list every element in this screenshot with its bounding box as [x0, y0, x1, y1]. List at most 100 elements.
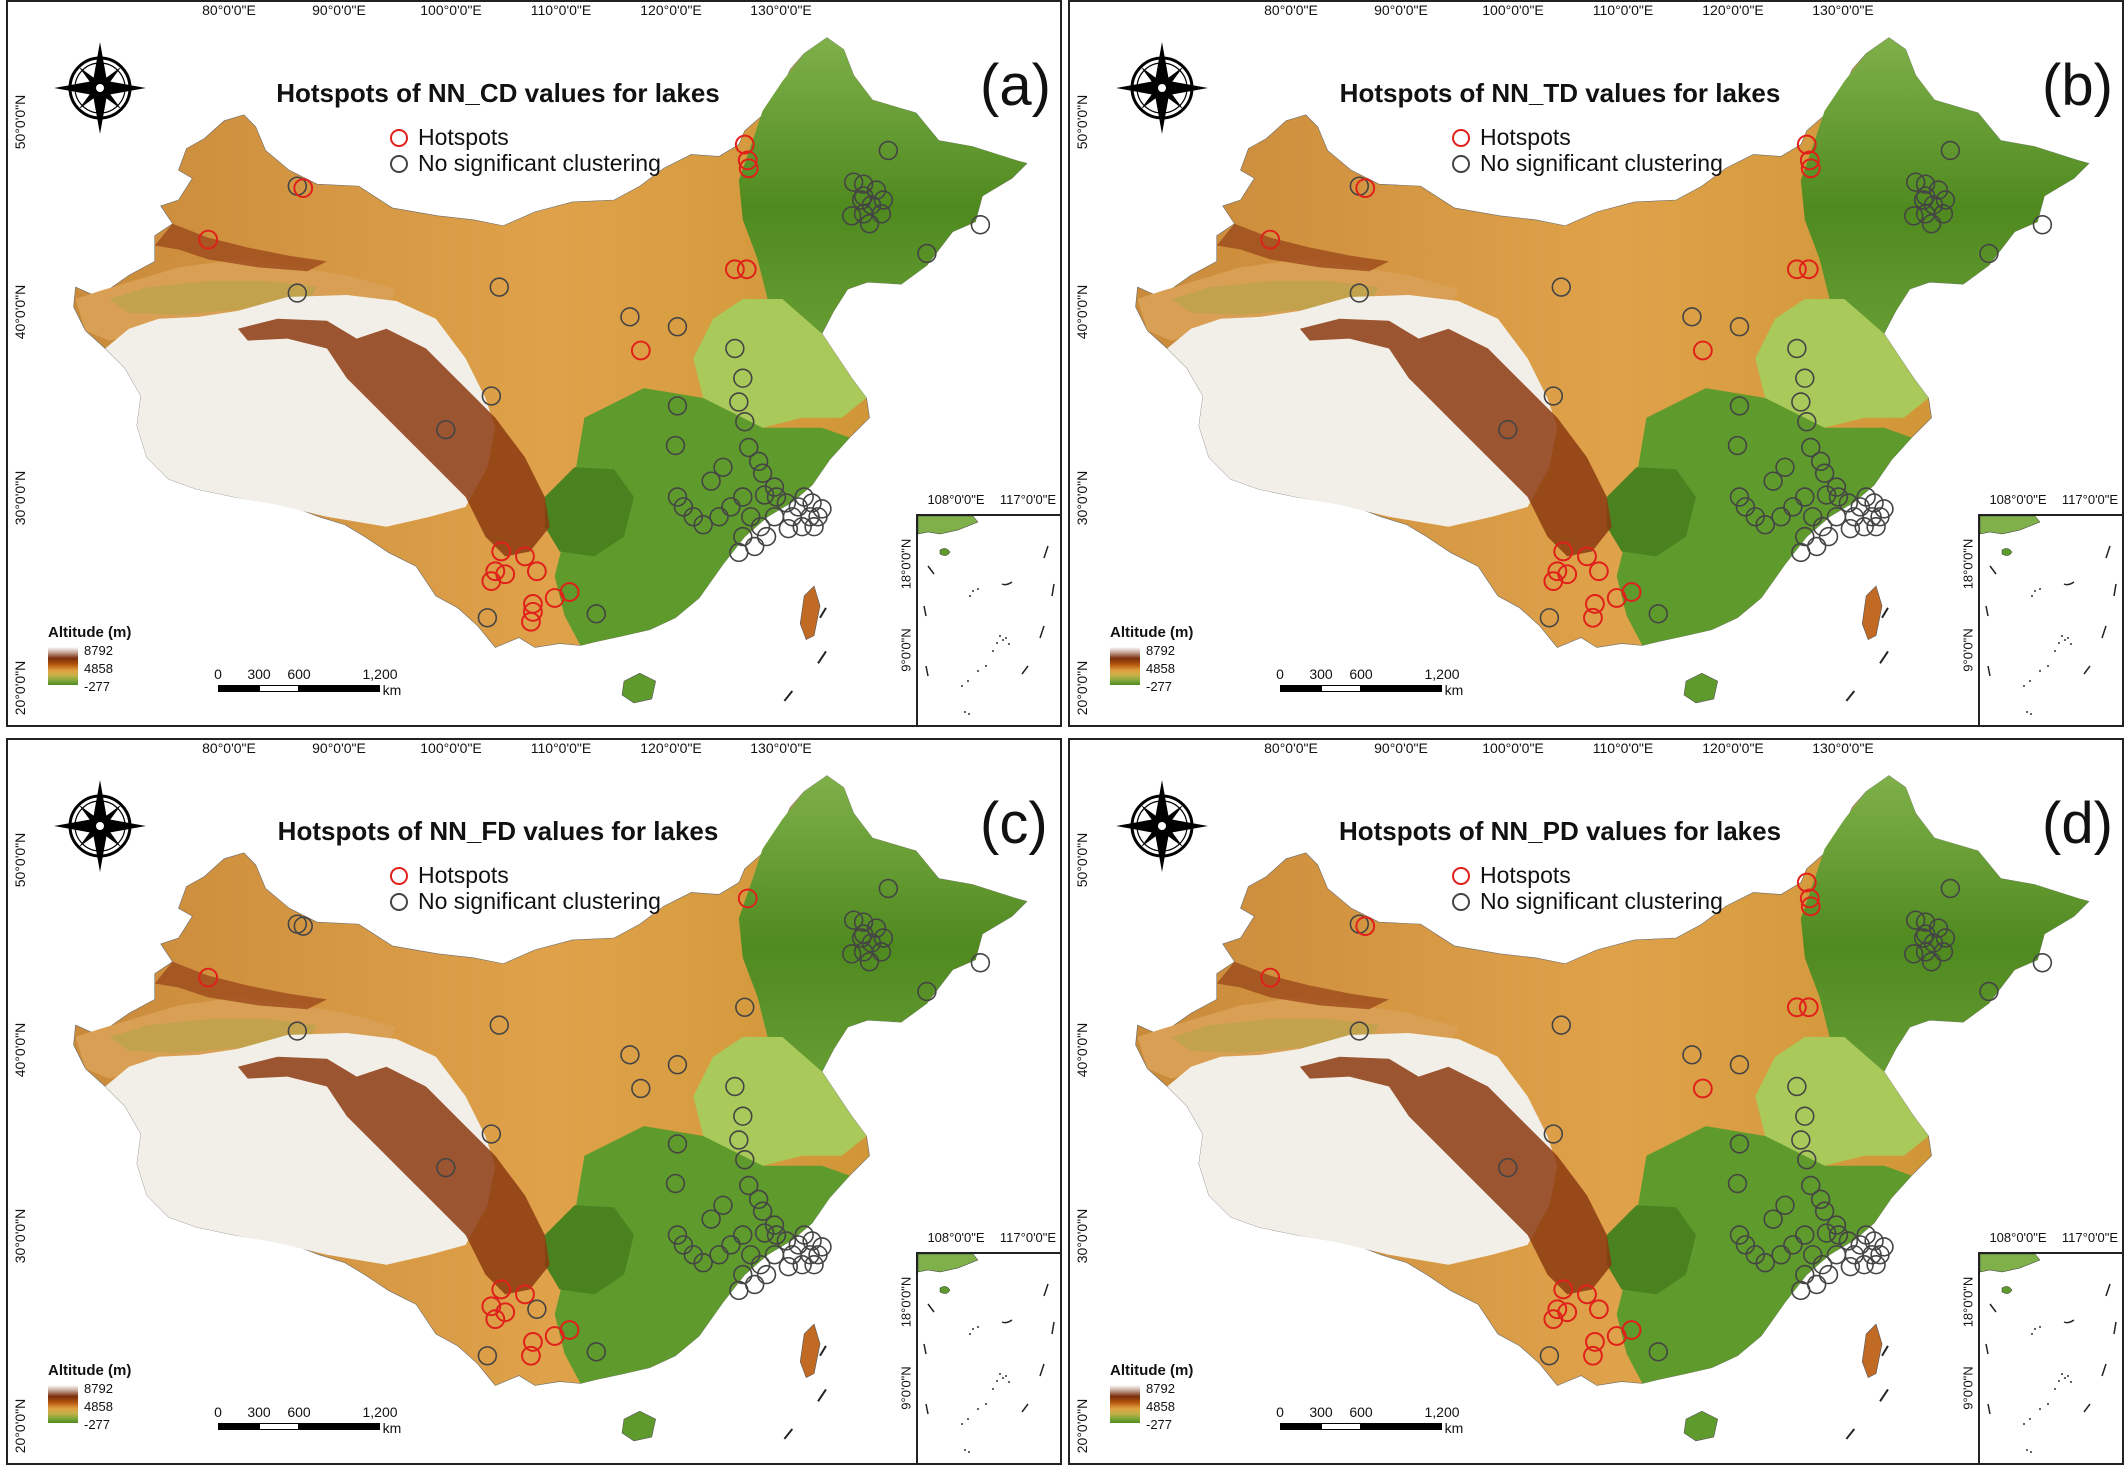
altitude-legend-title: Altitude (m)	[1110, 624, 1194, 641]
hotspot-marker	[737, 888, 758, 909]
lon-tick: 120°0'0"E	[640, 2, 702, 18]
hotspot-marker	[523, 1332, 543, 1352]
hotspot-marker	[515, 1284, 535, 1305]
altitude-legend-title: Altitude (m)	[1110, 1362, 1194, 1379]
altitude-mid: 4858	[84, 661, 113, 676]
no-clustering-marker	[693, 1253, 713, 1273]
no-clustering-marker	[693, 515, 713, 535]
hotspot-marker	[734, 134, 755, 155]
altitude-mid: 4858	[1146, 661, 1175, 676]
lon-tick: 80°0'0"E	[1264, 740, 1318, 756]
hotspot-marker	[293, 178, 314, 199]
no-clustering-marker	[756, 1264, 777, 1285]
no-clustering-marker	[873, 928, 894, 948]
altitude-color-ramp	[1110, 647, 1140, 685]
no-clustering-marker	[1682, 1045, 1702, 1065]
no-clustering-marker	[802, 1231, 822, 1251]
no-clustering-marker	[667, 487, 688, 507]
no-clustering-marker	[1810, 1189, 1831, 1210]
no-clustering-marker	[853, 942, 874, 962]
hotspot-marker	[1621, 1320, 1642, 1340]
legend-label: Hotspots	[418, 862, 509, 888]
lon-tick: 130°0'0"E	[750, 2, 812, 18]
no-clustering-marker	[776, 1231, 797, 1251]
no-clustering-marker	[477, 608, 498, 628]
no-clustering-marker	[1648, 1342, 1668, 1362]
inset-lon-tick: 117°0'0"E	[999, 1230, 1057, 1245]
no-clustering-marker	[750, 1254, 771, 1275]
no-clustering-marker	[1682, 307, 1702, 327]
lat-tick: 20°0'0"N	[12, 660, 28, 716]
no-clustering-marker	[778, 1256, 799, 1277]
map-panel-a: Hotspots of NN_CD values for lakes (a) H…	[6, 0, 1062, 727]
no-clustering-marker	[1791, 392, 1811, 412]
no-clustering-marker	[1864, 1231, 1884, 1251]
no-clustering-marker	[1795, 1106, 1815, 1126]
no-clustering-marker	[1905, 172, 1926, 192]
hotspot-marker	[1355, 178, 1376, 199]
hotspot-marker	[1260, 229, 1281, 250]
panel-title: Hotspots of NN_CD values for lakes	[276, 78, 720, 108]
inset-lon-tick: 117°0'0"E	[999, 492, 1057, 507]
altitude-max: 8792	[84, 1381, 113, 1396]
hotspot-marker	[523, 601, 543, 622]
no-clustering-marker	[1729, 487, 1750, 507]
no-clustering-marker	[1915, 912, 1936, 932]
no-clustering-marker	[851, 928, 872, 948]
scale-label: 600	[287, 1404, 311, 1420]
no-clustering-marker	[489, 1015, 509, 1035]
scale-unit: km	[382, 682, 402, 698]
map-panel-c: Hotspots of NN_FD values for lakes (c) H…	[6, 738, 1062, 1465]
no-clustering-marker	[1913, 190, 1934, 210]
hotspot-marker	[1577, 1284, 1597, 1305]
no-clustering-marker	[1905, 910, 1926, 930]
no-clustering-marker	[792, 1254, 812, 1275]
hotspot-marker	[485, 1309, 506, 1330]
inset-lon-tick: 117°0'0"E	[2061, 492, 2119, 507]
inset-lat-tick: 9°0'0"N	[898, 628, 914, 672]
legend-label: No significant clustering	[418, 888, 661, 914]
no-clustering-marker	[1866, 516, 1886, 537]
no-clustering-marker	[1539, 608, 1560, 628]
lat-tick: 30°0'0"N	[1074, 470, 1090, 526]
no-clustering-marker	[1787, 1076, 1807, 1097]
altitude-min: -277	[1146, 1417, 1173, 1432]
no-clustering-marker	[725, 1076, 745, 1097]
no-clustering-marker	[859, 952, 880, 972]
no-clustering-marker	[804, 1254, 824, 1275]
no-clustering-marker	[1816, 1223, 1837, 1243]
hotspot-marker	[1557, 1302, 1578, 1323]
panel-label: (b)	[2042, 53, 2113, 118]
no-clustering-marker	[1551, 277, 1571, 297]
scale-label: 0	[1276, 666, 1284, 682]
hotspot-marker	[1583, 1345, 1603, 1366]
inset-lat-tick: 18°0'0"N	[1960, 1276, 1976, 1328]
no-clustering-marker	[748, 1189, 769, 1210]
no-clustering-marker	[1791, 542, 1811, 563]
no-clustering-marker	[1921, 952, 1942, 972]
no-clustering-marker	[683, 1245, 704, 1265]
altitude-min: -277	[1146, 679, 1173, 694]
no-clustering-marker	[709, 1245, 729, 1265]
no-clustering-marker	[1791, 1280, 1811, 1301]
hotspot-ring-icon	[390, 866, 408, 885]
no-clustering-marker	[1903, 944, 1924, 964]
no-clustering-marker	[667, 1225, 688, 1245]
lat-tick: 40°0'0"N	[1074, 284, 1090, 340]
scale-label: 300	[247, 666, 271, 682]
lon-tick: 90°0'0"E	[1374, 2, 1428, 18]
no-clustering-marker	[735, 997, 755, 1018]
no-clustering-marker	[1797, 412, 1817, 432]
legend-hotspots: Hotspots	[1452, 862, 1571, 889]
hotspot-marker	[198, 229, 219, 250]
lat-tick: 50°0'0"N	[1074, 832, 1090, 888]
no-clustering-marker	[735, 1150, 755, 1170]
scale-unit: km	[1444, 1420, 1464, 1436]
no-clustering-marker	[970, 953, 991, 973]
no-clustering-marker	[527, 1299, 547, 1319]
no-clustering-marker	[843, 910, 864, 930]
no-clustering-marker	[631, 1078, 651, 1099]
lon-tick: 120°0'0"E	[1702, 740, 1764, 756]
south-china-sea-inset	[916, 1252, 1060, 1463]
no-clustering-marker	[866, 180, 887, 200]
